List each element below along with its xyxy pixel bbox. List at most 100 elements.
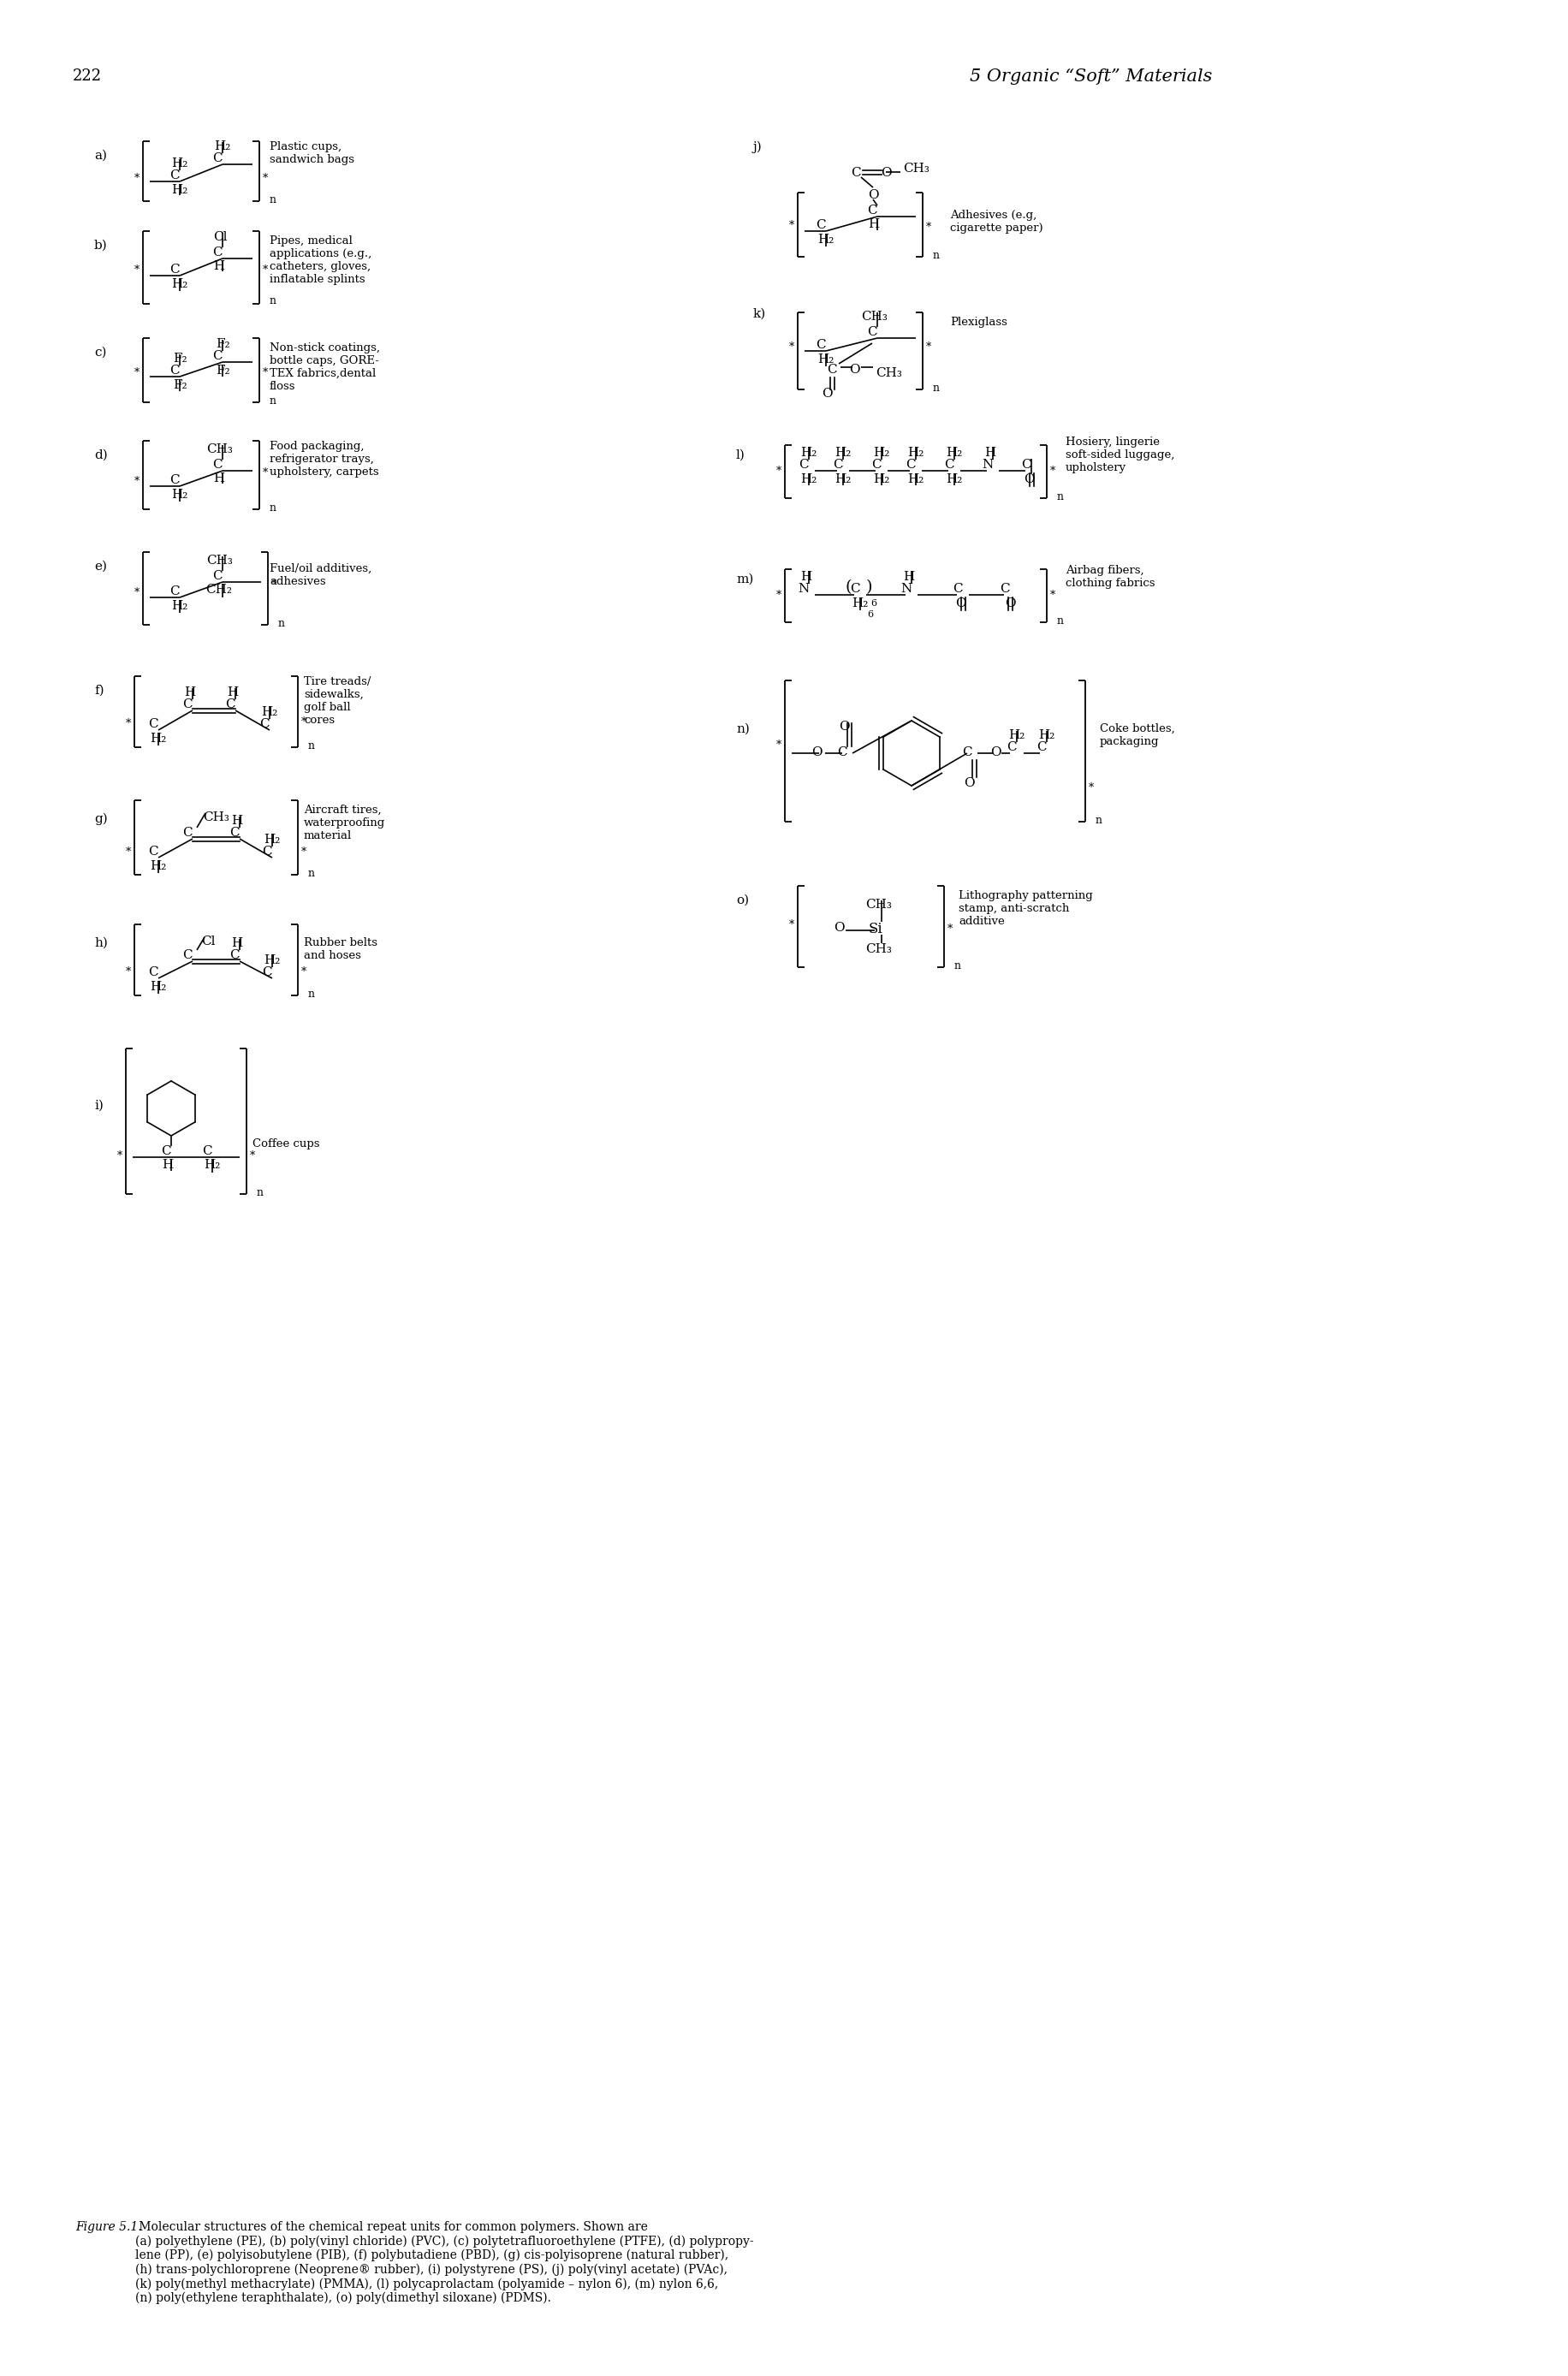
Text: F₂: F₂ bbox=[215, 364, 229, 378]
Text: H: H bbox=[232, 815, 243, 827]
Text: C: C bbox=[944, 459, 955, 470]
Text: *: * bbox=[263, 468, 268, 478]
Text: f): f) bbox=[94, 684, 103, 696]
Text: C: C bbox=[1036, 741, 1046, 753]
Text: c): c) bbox=[94, 347, 107, 359]
Text: *: * bbox=[118, 1150, 122, 1162]
Text: *: * bbox=[1051, 466, 1055, 475]
Text: 222: 222 bbox=[72, 69, 102, 83]
Text: *: * bbox=[125, 967, 132, 977]
Text: *: * bbox=[1051, 589, 1055, 601]
Text: *: * bbox=[776, 739, 781, 751]
Text: H: H bbox=[227, 687, 238, 699]
Text: n: n bbox=[933, 249, 939, 261]
Text: C: C bbox=[212, 459, 223, 470]
Text: *: * bbox=[301, 846, 306, 858]
Text: *: * bbox=[776, 589, 781, 601]
Text: F₂: F₂ bbox=[215, 337, 229, 349]
Text: n: n bbox=[309, 867, 315, 879]
Text: H₂: H₂ bbox=[151, 981, 166, 993]
Text: H₂: H₂ bbox=[801, 447, 817, 459]
Text: C: C bbox=[262, 846, 271, 858]
Text: *: * bbox=[249, 1150, 256, 1162]
Text: *: * bbox=[125, 718, 132, 729]
Text: C: C bbox=[169, 364, 180, 378]
Text: ): ) bbox=[866, 580, 872, 594]
Text: C: C bbox=[212, 152, 223, 164]
Text: C: C bbox=[182, 948, 193, 962]
Text: Cl: Cl bbox=[213, 230, 227, 242]
Text: 6: 6 bbox=[870, 599, 877, 608]
Text: *: * bbox=[301, 967, 306, 977]
Text: n: n bbox=[270, 394, 276, 406]
Text: 5 Organic “Soft” Materials: 5 Organic “Soft” Materials bbox=[971, 69, 1212, 86]
Text: *: * bbox=[947, 924, 953, 934]
Text: *: * bbox=[135, 366, 140, 378]
Text: O: O bbox=[963, 777, 974, 789]
Text: C: C bbox=[906, 459, 916, 470]
Text: C: C bbox=[867, 326, 877, 337]
Text: *: * bbox=[789, 219, 795, 230]
Text: Food packaging,
refrigerator trays,
upholstery, carpets: Food packaging, refrigerator trays, upho… bbox=[270, 442, 379, 478]
Text: H₂: H₂ bbox=[873, 473, 891, 485]
Text: n: n bbox=[1096, 815, 1102, 827]
Text: Plexiglass: Plexiglass bbox=[950, 316, 1007, 328]
Text: 6: 6 bbox=[867, 611, 873, 618]
Text: n: n bbox=[270, 195, 276, 204]
Text: n): n) bbox=[735, 722, 750, 734]
Text: e): e) bbox=[94, 561, 107, 573]
Text: *: * bbox=[135, 173, 140, 183]
Text: CH₃: CH₃ bbox=[202, 810, 229, 824]
Text: Hosiery, lingerie
soft-sided luggage,
upholstery: Hosiery, lingerie soft-sided luggage, up… bbox=[1066, 437, 1174, 473]
Text: H₂: H₂ bbox=[262, 706, 278, 718]
Text: C: C bbox=[815, 219, 826, 230]
Text: *: * bbox=[271, 577, 276, 589]
Text: n: n bbox=[309, 988, 315, 1000]
Text: C: C bbox=[837, 746, 847, 758]
Text: C: C bbox=[262, 967, 271, 979]
Text: C: C bbox=[1007, 741, 1016, 753]
Text: H: H bbox=[213, 261, 224, 273]
Text: C: C bbox=[229, 948, 240, 962]
Text: H₂: H₂ bbox=[151, 860, 166, 872]
Text: n: n bbox=[309, 741, 315, 751]
Text: C: C bbox=[202, 1145, 212, 1157]
Text: n: n bbox=[257, 1188, 263, 1198]
Text: l): l) bbox=[735, 449, 745, 461]
Text: H₂: H₂ bbox=[151, 732, 166, 744]
Text: C: C bbox=[1000, 582, 1010, 594]
Text: h): h) bbox=[94, 936, 108, 948]
Text: O: O bbox=[839, 720, 850, 732]
Text: *: * bbox=[135, 475, 140, 487]
Text: CH₃: CH₃ bbox=[207, 554, 234, 565]
Text: H: H bbox=[801, 570, 812, 582]
Text: C: C bbox=[798, 459, 809, 470]
Text: O: O bbox=[955, 596, 966, 608]
Text: CH₃: CH₃ bbox=[866, 943, 892, 955]
Text: Aircraft tires,
waterproofing
material: Aircraft tires, waterproofing material bbox=[304, 805, 386, 841]
Text: C: C bbox=[229, 827, 240, 839]
Text: C: C bbox=[259, 718, 270, 729]
Text: H₂: H₂ bbox=[171, 157, 188, 169]
Text: n: n bbox=[955, 960, 961, 972]
Text: C: C bbox=[169, 169, 180, 181]
Text: C: C bbox=[212, 349, 223, 361]
Text: C: C bbox=[833, 459, 844, 470]
Text: b): b) bbox=[94, 240, 108, 252]
Text: C: C bbox=[149, 846, 158, 858]
Text: H: H bbox=[869, 219, 880, 230]
Text: *: * bbox=[927, 342, 931, 352]
Text: H₂: H₂ bbox=[1038, 729, 1055, 741]
Text: O: O bbox=[833, 922, 844, 934]
Text: H: H bbox=[185, 687, 196, 699]
Text: H₂: H₂ bbox=[171, 489, 188, 501]
Text: H₂: H₂ bbox=[817, 354, 834, 366]
Text: m): m) bbox=[735, 573, 754, 584]
Text: Molecular structures of the chemical repeat units for common polymers. Shown are: Molecular structures of the chemical rep… bbox=[135, 2222, 754, 2305]
Text: C: C bbox=[815, 340, 826, 352]
Text: H₂: H₂ bbox=[834, 473, 851, 485]
Text: a): a) bbox=[94, 150, 107, 162]
Text: Coke bottles,
packaging: Coke bottles, packaging bbox=[1099, 722, 1174, 746]
Text: n: n bbox=[933, 383, 939, 394]
Text: O: O bbox=[848, 364, 859, 375]
